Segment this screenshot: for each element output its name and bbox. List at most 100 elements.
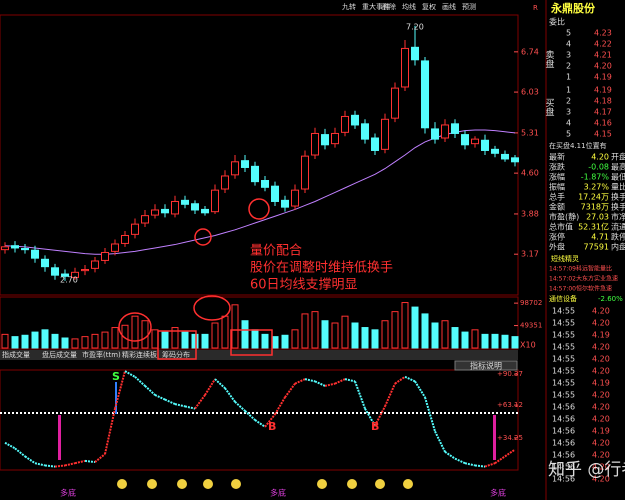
volume-bar xyxy=(341,315,349,349)
volume-bar xyxy=(401,302,409,349)
candle-body xyxy=(141,215,149,224)
stat-value: 77591 xyxy=(584,243,609,252)
tick-time: 14:56 xyxy=(552,451,575,460)
volume-bar xyxy=(211,322,219,349)
tick-price: 4.20 xyxy=(592,463,610,472)
candle-body xyxy=(31,249,39,259)
volume-bar xyxy=(481,333,489,349)
tick-time: 14:56 xyxy=(552,439,575,448)
stat-label: 开盘 xyxy=(611,152,625,162)
volume-bar xyxy=(261,333,269,349)
volume-bar xyxy=(251,329,259,349)
stat-value: -1.87% xyxy=(581,173,610,182)
tab[interactable]: 筹码分布 xyxy=(162,350,190,359)
candle-body xyxy=(501,153,509,160)
highlight-circle xyxy=(193,295,231,321)
toolbar-button[interactable]: 九转 xyxy=(342,2,356,11)
tick-time: 14:55 xyxy=(552,331,575,340)
tab[interactable]: 精彩连续板 xyxy=(122,350,157,359)
news-item: 14:57:00恒尔软件急速 xyxy=(549,285,612,293)
indicator-segment xyxy=(104,408,116,455)
indicator-segment xyxy=(444,450,456,460)
toolbar-button[interactable]: 预测 xyxy=(462,2,476,11)
highlight-box xyxy=(157,330,197,360)
indicator-frame xyxy=(0,369,519,471)
tab[interactable]: 盘后成交量 xyxy=(42,350,77,359)
highlight-circle xyxy=(194,228,212,246)
tick-price: 4.20 xyxy=(592,367,610,376)
market-marker: R xyxy=(533,4,538,12)
tick-price: 4.20 xyxy=(592,403,610,412)
indicator-segment xyxy=(294,378,306,385)
indicator-help[interactable] xyxy=(454,360,518,371)
indicator-segment xyxy=(164,398,176,406)
signal-b: B xyxy=(268,420,276,433)
indicator-segment xyxy=(404,375,416,383)
sell-price: 4.20 xyxy=(594,62,612,71)
volume-bar xyxy=(411,306,419,349)
stat-value: 52.31亿 xyxy=(578,222,609,232)
toolbar-button[interactable]: 画线 xyxy=(442,2,456,11)
indicator-segment xyxy=(434,430,446,453)
volume-bar xyxy=(21,334,29,349)
toolbar-button[interactable]: 重大事件 xyxy=(362,2,390,11)
indicator-tick-label: +63.12 xyxy=(497,401,523,409)
candle-body xyxy=(301,155,309,190)
candle-body xyxy=(191,203,199,211)
candle-body xyxy=(161,208,169,214)
sell-level: 5 xyxy=(566,29,571,38)
indicator-segment xyxy=(234,401,246,412)
candle-body xyxy=(111,243,119,252)
indicator-segment xyxy=(304,378,316,383)
candle-body xyxy=(221,175,229,190)
y-tick-label: 3.17 xyxy=(521,250,539,259)
stat-value: 4.71 xyxy=(591,233,609,242)
candle-body xyxy=(251,165,259,183)
candle-body xyxy=(411,46,419,61)
tab[interactable]: 指成交量 xyxy=(2,350,30,359)
indicator-segment xyxy=(334,378,346,385)
signal-bar xyxy=(493,415,496,460)
indicator-segment xyxy=(344,378,356,383)
tick-price: 4.19 xyxy=(592,379,610,388)
indicator-help-label[interactable]: 指标说明 xyxy=(470,361,502,371)
toolbar-button[interactable]: 删除 xyxy=(382,2,396,11)
indicator-tick-label: +90.37 xyxy=(497,370,523,378)
ma-line xyxy=(4,129,516,255)
candle-body xyxy=(321,134,329,146)
volume-bar xyxy=(421,313,429,349)
stat-label: 换手 xyxy=(611,202,625,212)
indicator-segment xyxy=(214,378,226,389)
volume-bar xyxy=(501,334,509,349)
volume-bar xyxy=(381,320,389,349)
indicator-segment xyxy=(154,394,166,401)
volume-bar xyxy=(461,331,469,349)
stat-label: 总市值 xyxy=(549,222,573,232)
volume-bar xyxy=(311,311,319,349)
volume-bar xyxy=(111,327,119,349)
volume-bar xyxy=(81,336,89,349)
volume-bar xyxy=(101,331,109,349)
indicator-segment xyxy=(274,396,286,415)
stat-label: 市盈(静) xyxy=(549,212,579,222)
signal-s: S xyxy=(112,370,120,383)
volume-bar xyxy=(121,324,129,349)
volume-bar xyxy=(71,338,79,349)
toolbar-button[interactable]: 复权 xyxy=(422,2,436,11)
buy-level: 1 xyxy=(566,86,571,95)
tick-time: 14:55 xyxy=(552,379,575,388)
tick-price: 4.20 xyxy=(592,391,610,400)
stat-label: 内盘 xyxy=(611,242,625,252)
stat-label: 涨停 xyxy=(549,232,565,242)
stat-label: 最高 xyxy=(611,162,625,172)
candle-body xyxy=(101,251,109,261)
volume-bar xyxy=(141,320,149,349)
news-title: 短线精灵 xyxy=(551,254,579,263)
main-frame xyxy=(0,14,519,296)
candle-body xyxy=(71,271,79,278)
toolbar-button[interactable]: 均线 xyxy=(402,2,416,11)
signal-bar xyxy=(58,415,61,460)
indicator-tick-label: +34.25 xyxy=(497,434,523,442)
y-tick-label: 3.88 xyxy=(521,209,539,218)
tab[interactable]: 市盈率(ttm) xyxy=(82,350,121,359)
